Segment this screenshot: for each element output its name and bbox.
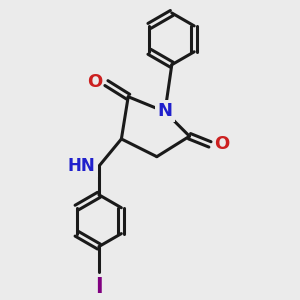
Text: N: N [158, 102, 172, 120]
Text: O: O [214, 135, 229, 153]
Text: I: I [95, 277, 103, 296]
Text: O: O [87, 73, 102, 91]
Text: HN: HN [68, 157, 95, 175]
